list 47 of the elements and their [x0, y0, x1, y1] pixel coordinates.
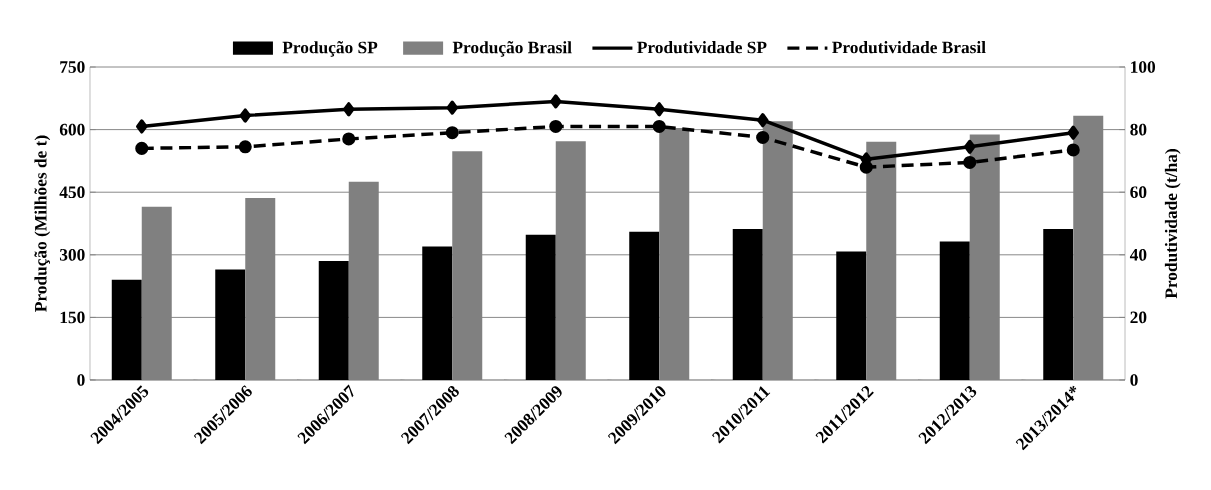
y-axis-title: Produção (Milhões de t)	[34, 135, 51, 312]
bar	[111, 279, 142, 380]
bar	[836, 251, 867, 380]
point	[756, 130, 770, 144]
legend-label: Produtividade Brasil	[832, 41, 986, 54]
point	[446, 100, 458, 115]
bar	[318, 261, 349, 380]
bar	[732, 228, 763, 380]
y2-axis-title: Produtividade (t/ha)	[1164, 149, 1181, 299]
y2-tick-label: 100	[1131, 61, 1156, 73]
point	[652, 119, 666, 134]
y2-tick-label: 20	[1130, 311, 1147, 324]
bar	[629, 231, 660, 380]
bar	[422, 246, 453, 380]
y-tick-label: 300	[59, 248, 85, 261]
y-tick-label: 450	[59, 186, 85, 199]
y-tick-label: 150	[60, 311, 85, 324]
point	[859, 160, 873, 174]
y2-tick-label: 0	[1130, 374, 1138, 386]
point	[135, 141, 149, 155]
point	[549, 119, 563, 134]
point	[757, 113, 769, 128]
point	[136, 119, 148, 134]
point	[1067, 125, 1079, 140]
legend-label: Produtividade SP	[637, 41, 767, 54]
y-tick-label: 600	[59, 123, 85, 136]
y-tick-label: 0	[77, 374, 85, 386]
bar	[1043, 228, 1074, 380]
y2-tick-label: 60	[1130, 186, 1147, 199]
legend-label: Produção Brasil	[452, 41, 572, 57]
point	[239, 108, 251, 123]
point	[550, 94, 562, 109]
legend-label: Produção SP	[282, 41, 378, 57]
point	[343, 102, 355, 117]
point	[445, 126, 459, 140]
point	[963, 155, 977, 169]
point	[653, 102, 665, 117]
point	[342, 132, 356, 146]
point	[238, 140, 252, 154]
y-tick-label: 750	[60, 61, 85, 73]
y2-tick-label: 40	[1129, 248, 1147, 261]
bar	[215, 269, 246, 380]
y2-tick-label: 80	[1130, 123, 1147, 136]
bar	[525, 234, 556, 380]
bar	[939, 241, 970, 380]
point	[964, 139, 976, 154]
point	[1066, 143, 1080, 157]
